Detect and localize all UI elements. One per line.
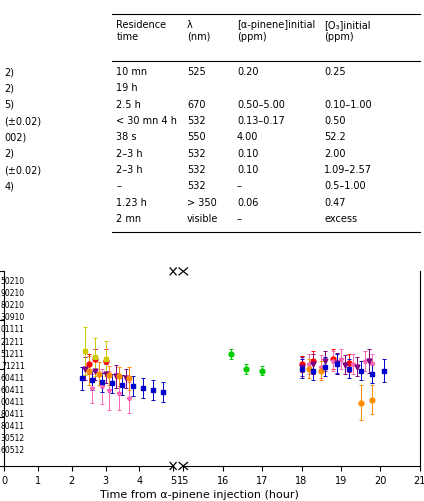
- Text: 0.20: 0.20: [237, 67, 259, 77]
- Text: (±0.02): (±0.02): [4, 165, 42, 175]
- Text: 670: 670: [187, 100, 206, 110]
- Text: 80411: 80411: [1, 422, 25, 431]
- Text: 30512: 30512: [1, 434, 25, 443]
- Text: 2): 2): [4, 83, 14, 93]
- Text: 2–3 h: 2–3 h: [117, 165, 143, 175]
- Text: –: –: [237, 181, 242, 191]
- Text: 60411: 60411: [1, 374, 25, 383]
- Text: 52.2: 52.2: [324, 132, 346, 142]
- Text: 60512: 60512: [1, 446, 25, 455]
- Text: 19 h: 19 h: [117, 83, 138, 93]
- Text: λ
(nm): λ (nm): [187, 20, 210, 42]
- Text: 30910: 30910: [1, 314, 25, 323]
- Text: 21211: 21211: [1, 338, 25, 347]
- Text: 0.25: 0.25: [324, 67, 346, 77]
- Text: 525: 525: [187, 67, 206, 77]
- Text: visible: visible: [187, 214, 218, 224]
- Text: 10 mn: 10 mn: [117, 67, 148, 77]
- Text: 51211: 51211: [1, 350, 25, 359]
- Text: 532: 532: [187, 149, 206, 159]
- Text: 0.50–5.00: 0.50–5.00: [237, 100, 285, 110]
- Text: 532: 532: [187, 116, 206, 126]
- Text: 2): 2): [4, 149, 14, 159]
- Text: < 30 mn 4 h: < 30 mn 4 h: [117, 116, 177, 126]
- Text: 2 mn: 2 mn: [117, 214, 142, 224]
- Text: 38 s: 38 s: [117, 132, 137, 142]
- Text: 5): 5): [4, 100, 14, 110]
- Text: 2–3 h: 2–3 h: [117, 149, 143, 159]
- Text: 0.10: 0.10: [237, 165, 258, 175]
- Text: 0.06: 0.06: [237, 198, 258, 208]
- Text: 1.23 h: 1.23 h: [117, 198, 147, 208]
- Text: > 350: > 350: [187, 198, 217, 208]
- Text: 4): 4): [4, 181, 14, 191]
- Text: 90210: 90210: [1, 289, 25, 298]
- Text: 80210: 80210: [1, 301, 25, 310]
- Text: –: –: [117, 181, 121, 191]
- Text: 60411: 60411: [1, 386, 25, 395]
- Text: 550: 550: [187, 132, 206, 142]
- Text: 0.10–1.00: 0.10–1.00: [324, 100, 372, 110]
- Text: 4.00: 4.00: [237, 132, 258, 142]
- Text: [α-pinene]initial
(ppm): [α-pinene]initial (ppm): [237, 20, 315, 42]
- Text: Residence
time: Residence time: [117, 20, 167, 42]
- Text: 0.10: 0.10: [237, 149, 258, 159]
- Text: 0.5–1.00: 0.5–1.00: [324, 181, 366, 191]
- Text: Time from α-pinene injection (hour): Time from α-pinene injection (hour): [100, 490, 299, 500]
- Text: 002): 002): [4, 132, 26, 142]
- Text: (±0.02): (±0.02): [4, 116, 42, 126]
- Text: 0.50: 0.50: [324, 116, 346, 126]
- Text: –: –: [237, 214, 242, 224]
- Text: 2): 2): [4, 67, 14, 77]
- Text: 50210: 50210: [1, 277, 25, 286]
- Text: 01111: 01111: [1, 326, 25, 335]
- Text: 1.09–2.57: 1.09–2.57: [324, 165, 372, 175]
- Text: [O₃]initial
(ppm): [O₃]initial (ppm): [324, 20, 371, 42]
- Text: 532: 532: [187, 165, 206, 175]
- Text: excess: excess: [324, 214, 357, 224]
- Text: 71211: 71211: [1, 362, 25, 371]
- Text: 532: 532: [187, 181, 206, 191]
- Text: 80411: 80411: [1, 410, 25, 419]
- Text: 0.47: 0.47: [324, 198, 346, 208]
- Text: 0.13–0.17: 0.13–0.17: [237, 116, 285, 126]
- Text: 2.5 h: 2.5 h: [117, 100, 141, 110]
- Text: 00411: 00411: [1, 398, 25, 407]
- Text: 2.00: 2.00: [324, 149, 346, 159]
